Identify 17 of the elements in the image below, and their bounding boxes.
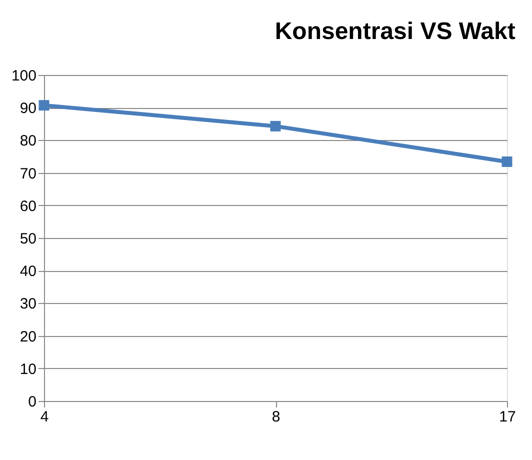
y-tick-label: 20 <box>20 328 36 346</box>
point <box>502 156 512 167</box>
y-tick-label: 60 <box>20 198 36 215</box>
y-tick-label: 10 <box>20 360 36 378</box>
y-tick-label: 90 <box>20 100 36 118</box>
y-tick-label: 0 <box>28 394 36 410</box>
y-tick-label: 80 <box>20 132 36 150</box>
x-tick-label: 8 <box>272 408 280 426</box>
y-tick-label: 30 <box>20 296 36 313</box>
y-tick-label: 40 <box>20 263 36 280</box>
x-tick-label: 4 <box>40 408 49 426</box>
x-tick-label: 17 <box>499 408 516 426</box>
point <box>270 120 281 132</box>
y-tick-label: 50 <box>20 230 36 248</box>
chart-title: Konsentrasi VS Wakt <box>274 18 516 45</box>
y-tick-label: 70 <box>20 165 36 182</box>
y-tick-label: 100 <box>11 68 36 84</box>
